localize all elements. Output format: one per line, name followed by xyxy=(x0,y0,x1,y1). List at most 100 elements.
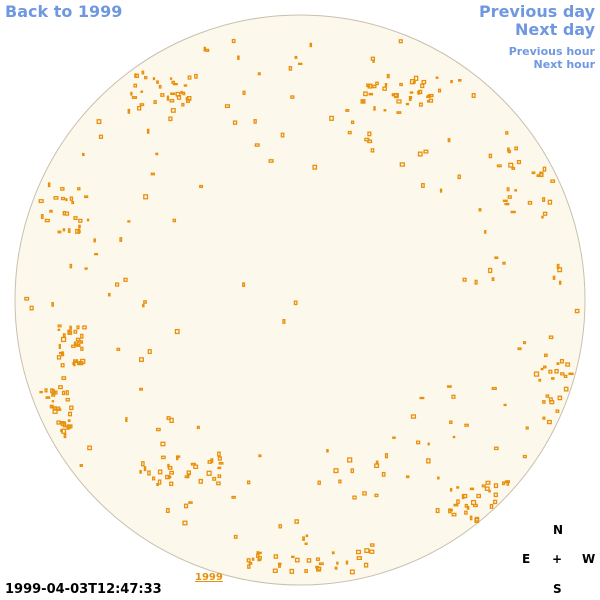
speck xyxy=(350,120,355,125)
speck xyxy=(489,503,494,509)
speck xyxy=(294,519,299,524)
speck xyxy=(396,99,402,104)
speck xyxy=(67,419,71,422)
speck xyxy=(410,414,417,419)
speck xyxy=(546,419,552,425)
speck xyxy=(65,390,69,396)
speck xyxy=(347,130,352,135)
solar-disk xyxy=(14,14,586,586)
speck xyxy=(153,100,157,104)
speck xyxy=(383,109,387,112)
speck xyxy=(484,486,490,491)
speck xyxy=(514,189,518,192)
speck xyxy=(507,149,512,154)
speck xyxy=(82,152,85,157)
speck xyxy=(289,568,295,574)
speck xyxy=(375,460,379,464)
speck xyxy=(331,551,335,555)
speck xyxy=(127,108,131,114)
speck xyxy=(336,561,339,565)
speck xyxy=(184,503,189,509)
speck xyxy=(563,374,568,378)
speck xyxy=(247,564,251,569)
speck xyxy=(462,277,467,282)
speck xyxy=(548,369,553,374)
speck xyxy=(493,446,499,451)
year-link[interactable]: 1999 xyxy=(195,572,223,583)
speck xyxy=(368,92,374,96)
speck xyxy=(478,208,482,212)
speck xyxy=(73,329,78,334)
speck xyxy=(268,159,274,163)
active-regions xyxy=(24,38,580,575)
next-day-link[interactable]: Next day xyxy=(515,20,595,39)
speck xyxy=(523,341,527,345)
speck xyxy=(107,292,111,297)
speck xyxy=(60,187,65,191)
speck xyxy=(196,425,200,430)
speck xyxy=(360,99,366,104)
previous-day-link[interactable]: Previous day xyxy=(478,2,595,21)
speck xyxy=(334,566,338,570)
speck xyxy=(540,367,544,371)
previous-hour-link[interactable]: Previous hour xyxy=(508,45,595,58)
speck xyxy=(317,480,321,485)
speck xyxy=(133,83,138,88)
speck xyxy=(471,93,476,98)
speck xyxy=(485,480,491,485)
speck xyxy=(257,556,262,560)
speck xyxy=(374,463,380,468)
speck xyxy=(47,182,51,188)
speck xyxy=(51,400,55,403)
speck xyxy=(492,499,498,505)
speck xyxy=(160,441,166,447)
speck xyxy=(182,520,188,526)
speck xyxy=(370,148,375,153)
speck xyxy=(45,396,51,399)
back-link[interactable]: Back to 1999 xyxy=(5,2,123,21)
speck xyxy=(272,568,278,574)
speck xyxy=(469,515,473,521)
speck xyxy=(474,516,480,522)
speck xyxy=(418,102,423,107)
speck xyxy=(405,475,410,479)
speck xyxy=(405,102,410,106)
speck xyxy=(556,263,560,269)
speck xyxy=(87,445,92,451)
next-hour-link[interactable]: Next hour xyxy=(533,58,596,71)
speck xyxy=(278,562,281,568)
speck xyxy=(157,469,163,475)
speck xyxy=(257,72,261,76)
speck xyxy=(543,353,548,358)
speck xyxy=(506,187,510,192)
speck xyxy=(60,363,65,368)
speck xyxy=(541,215,544,219)
speck xyxy=(437,476,440,480)
speck xyxy=(141,70,145,75)
speck xyxy=(210,458,214,463)
speck xyxy=(134,73,137,78)
speck xyxy=(426,95,431,98)
speck xyxy=(462,493,468,499)
speck xyxy=(56,355,62,360)
speck xyxy=(488,153,493,159)
speck xyxy=(364,548,370,554)
speck xyxy=(29,305,34,311)
speck xyxy=(82,325,87,330)
speck xyxy=(175,91,181,97)
speck xyxy=(373,106,376,111)
speck xyxy=(56,420,61,425)
speck xyxy=(98,134,104,139)
speck xyxy=(416,440,421,445)
speck xyxy=(65,397,70,402)
speck xyxy=(84,267,88,270)
speck xyxy=(282,319,286,324)
speck xyxy=(66,425,70,430)
speck xyxy=(386,73,390,79)
speck xyxy=(160,455,166,460)
speck xyxy=(38,199,44,204)
speck xyxy=(136,106,142,111)
speck xyxy=(253,119,257,124)
speck xyxy=(392,436,396,439)
speck xyxy=(62,228,66,232)
